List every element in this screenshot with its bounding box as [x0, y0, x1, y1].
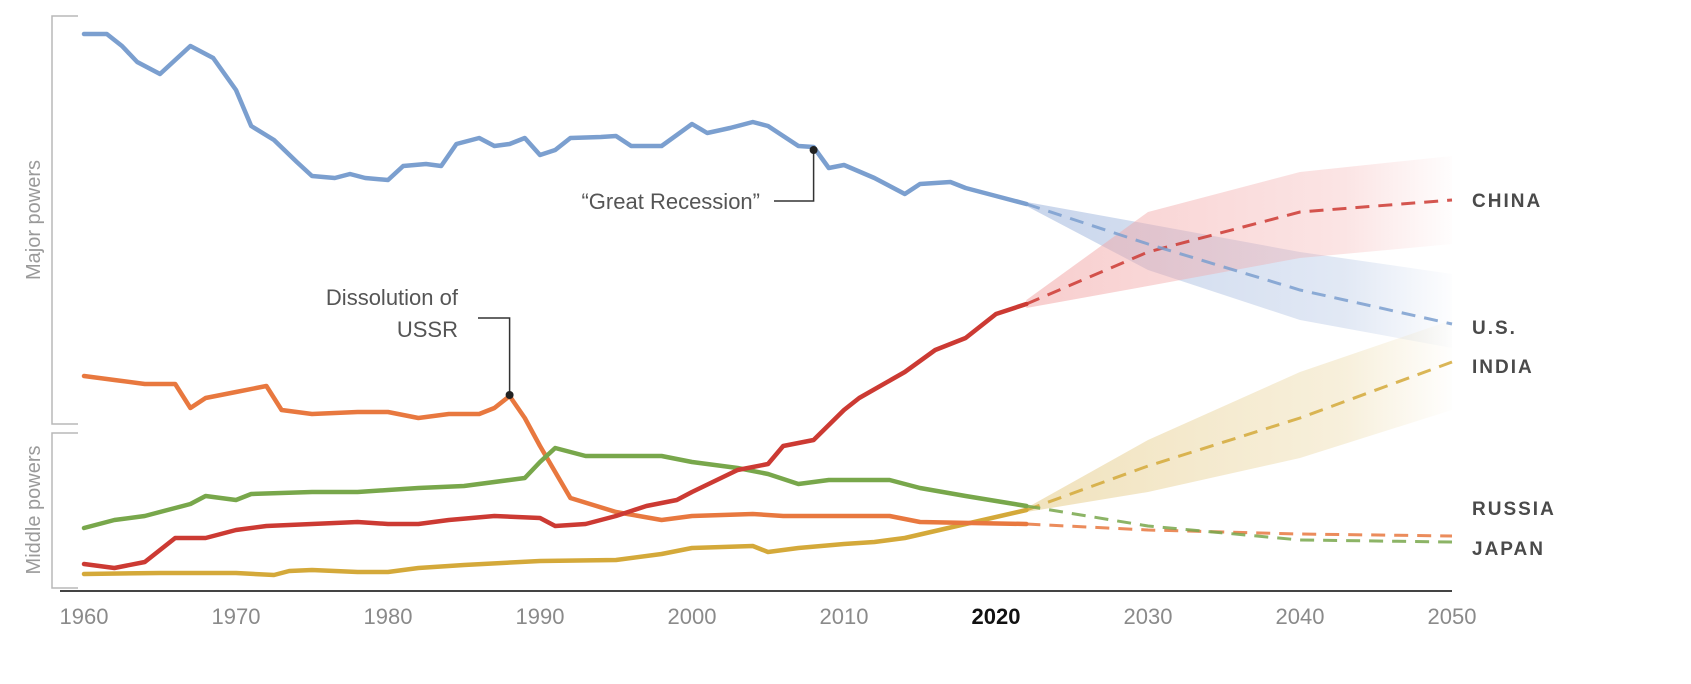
india-end-label: INDIA [1472, 357, 1534, 378]
japan-series-line [81, 445, 1029, 531]
major-powers-label: Major powers [23, 160, 45, 280]
x-tick-2050: 2050 [1428, 604, 1477, 629]
x-tick-1990: 1990 [516, 604, 565, 629]
middle-powers-label: Middle powers [23, 446, 45, 575]
ussr-label-line-2: USSR [397, 317, 458, 342]
series-end-labels: CHINA U.S. INDIA RUSSIA JAPAN [1472, 191, 1556, 560]
ussr-label-line-1: Dissolution of [326, 285, 459, 310]
series-lines [81, 31, 1453, 578]
x-tick-1970: 1970 [212, 604, 261, 629]
russia-series-line [81, 373, 1029, 527]
ussr-marker [505, 391, 514, 399]
japan-end-label: JAPAN [1472, 539, 1545, 560]
china-projection-line [1025, 198, 1453, 306]
great-recession-marker [809, 146, 818, 154]
china-series-line [81, 301, 1029, 571]
great-recession-label: “Great Recession” [581, 189, 760, 214]
india-uncertainty-band [1026, 320, 1452, 512]
x-tick-2000: 2000 [668, 604, 717, 629]
china-end-label: CHINA [1472, 191, 1542, 212]
x-tick-2020: 2020 [972, 604, 1021, 629]
u-s-series-line [81, 31, 1029, 207]
uncertainty-bands [1026, 156, 1452, 512]
japan-projection-line [1026, 504, 1453, 544]
russia-projection-line [1026, 522, 1453, 538]
major-powers-bracket [51, 15, 78, 425]
annotations: “Great Recession” Dissolution of USSR [326, 146, 818, 399]
u-s-end-label: U.S. [1472, 318, 1517, 339]
middle-powers-bracket [51, 432, 78, 589]
x-tick-1960: 1960 [60, 604, 109, 629]
china-uncertainty-band [1026, 156, 1452, 308]
x-tick-2040: 2040 [1276, 604, 1325, 629]
russia-end-label: RUSSIA [1472, 499, 1556, 520]
india-series-line [81, 507, 1029, 578]
x-tick-2010: 2010 [820, 604, 869, 629]
x-tick-1980: 1980 [364, 604, 413, 629]
great-recession-leader-line [774, 150, 815, 202]
u-s-projection-line [1025, 202, 1453, 326]
ussr-leader-line [478, 317, 511, 395]
x-tick-2030: 2030 [1124, 604, 1173, 629]
india-projection-line [1025, 360, 1453, 512]
x-axis-ticks: 1960 1970 1980 1990 2000 2010 2020 2030 2040 2050 [60, 604, 1477, 629]
